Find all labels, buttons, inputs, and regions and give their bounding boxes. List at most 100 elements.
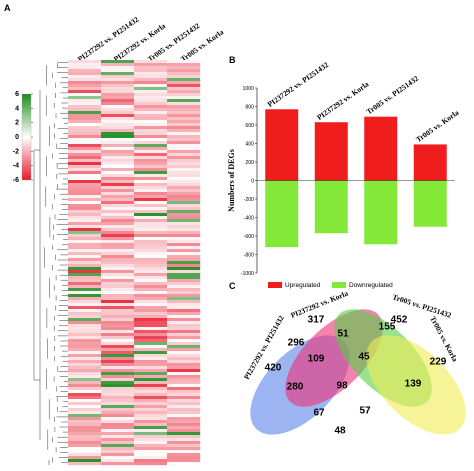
heatmap-cell: [68, 219, 102, 223]
heatmap-cell: [68, 357, 102, 361]
heatmap-cell: [68, 78, 102, 82]
heatmap-cell: [167, 120, 201, 124]
heatmap-cell: [167, 246, 201, 250]
heatmap-cell: [68, 360, 102, 364]
legend-label-down: Downregulated: [349, 282, 393, 289]
heatmap-cell: [134, 207, 168, 211]
heatmap-cell: [167, 384, 201, 388]
heatmap-cell: [167, 87, 201, 91]
heatmap-cell: [134, 423, 168, 427]
heatmap-cell: [101, 228, 135, 232]
heatmap-cell: [68, 351, 102, 355]
heatmap-cell: [68, 462, 102, 466]
venn-region-count: 109: [308, 354, 325, 365]
heatmap-cell: [134, 291, 168, 295]
heatmap-cell: [167, 159, 201, 163]
heatmap-cell: [101, 402, 135, 406]
heatmap-cell: [134, 183, 168, 187]
heatmap-cell: [101, 222, 135, 226]
heatmap-cell: [68, 153, 102, 157]
heatmap-cell: [134, 255, 168, 259]
heatmap-cell: [68, 453, 102, 457]
heatmap-cell: [68, 318, 102, 322]
heatmap-cell: [167, 225, 201, 229]
heatmap-cell: [68, 306, 102, 310]
heatmap-cell: [167, 309, 201, 313]
heatmap-cell: [134, 156, 168, 160]
heatmap-cell: [167, 417, 201, 421]
heatmap-cell: [101, 225, 135, 229]
bar-downregulated: [314, 180, 348, 234]
heatmap-cell: [134, 336, 168, 340]
heatmap-cell: [101, 264, 135, 268]
heatmap-cell: [134, 327, 168, 331]
heatmap-cell: [167, 228, 201, 232]
heatmap-cell: [101, 366, 135, 370]
heatmap-cell: [134, 405, 168, 409]
heatmap-cell: [167, 453, 201, 457]
heatmap-cell: [167, 270, 201, 274]
heatmap-colorbar: 6 4 2 0 -2 -4 -6: [13, 91, 33, 184]
heatmap-cell: [167, 303, 201, 307]
heatmap-cell: [101, 165, 135, 169]
heatmap-cell: [101, 417, 135, 421]
heatmap-cell: [167, 102, 201, 106]
dendrogram-branches: [33, 62, 68, 465]
heatmap-cell: [68, 336, 102, 340]
heatmap-cell: [134, 114, 168, 118]
heatmap-cell: [101, 282, 135, 286]
heatmap-cell: [134, 360, 168, 364]
heatmap-cell: [101, 273, 135, 277]
heatmap-cell: [167, 375, 201, 379]
heatmap-cell: [167, 393, 201, 397]
heatmap-cell: [68, 366, 102, 370]
y-tick-label: -1000: [241, 271, 254, 277]
heatmap-cell: [134, 129, 168, 133]
heatmap-cell: [134, 417, 168, 421]
heatmap-cell: [101, 348, 135, 352]
heatmap-cell: [68, 381, 102, 385]
venn-set-ellipse: [366, 335, 466, 435]
heatmap-cell: [68, 423, 102, 427]
heatmap-cell: [68, 207, 102, 211]
heatmap-cell: [101, 279, 135, 283]
heatmap-cell: [167, 360, 201, 364]
heatmap-cell: [68, 408, 102, 412]
heatmap-cell: [134, 213, 168, 217]
heatmap-cell: [167, 189, 201, 193]
heatmap-cell: [68, 72, 102, 76]
heatmap-cell: [134, 84, 168, 88]
heatmap-cell: [101, 291, 135, 295]
heatmap-cell: [167, 447, 201, 451]
heatmap-cell: [134, 261, 168, 265]
heatmap-cell: [68, 99, 102, 103]
heatmap-cell: [101, 108, 135, 112]
heatmap-cell: [101, 318, 135, 322]
heatmap-cell: [134, 66, 168, 70]
heatmap-cell: [101, 198, 135, 202]
heatmap-cell: [101, 168, 135, 172]
heatmap-cell: [101, 63, 135, 67]
heatmap-cell: [68, 450, 102, 454]
heatmap-cell: [134, 333, 168, 337]
heatmap-cell: [134, 444, 168, 448]
heatmap-cell: [167, 258, 201, 262]
heatmap-cell: [134, 96, 168, 100]
heatmap-cell: [68, 87, 102, 91]
heatmap-cell: [167, 273, 201, 277]
bar-category-label: Tr005 vs. PI251432: [365, 74, 421, 117]
heatmap-cell: [134, 117, 168, 121]
heatmap-cell: [167, 420, 201, 424]
heatmap-cell: [101, 324, 135, 328]
heatmap-cell: [101, 384, 135, 388]
heatmap-cell: [134, 252, 168, 256]
heatmap-cell: [101, 180, 135, 184]
heatmap-cell: [68, 324, 102, 328]
heatmap-cell: [68, 345, 102, 349]
heatmap-cell: [101, 438, 135, 442]
heatmap-cell: [167, 111, 201, 115]
heatmap-cell: [101, 294, 135, 298]
heatmap-cell: [101, 69, 135, 73]
heatmap-cell: [134, 69, 168, 73]
heatmap-cell: [68, 270, 102, 274]
